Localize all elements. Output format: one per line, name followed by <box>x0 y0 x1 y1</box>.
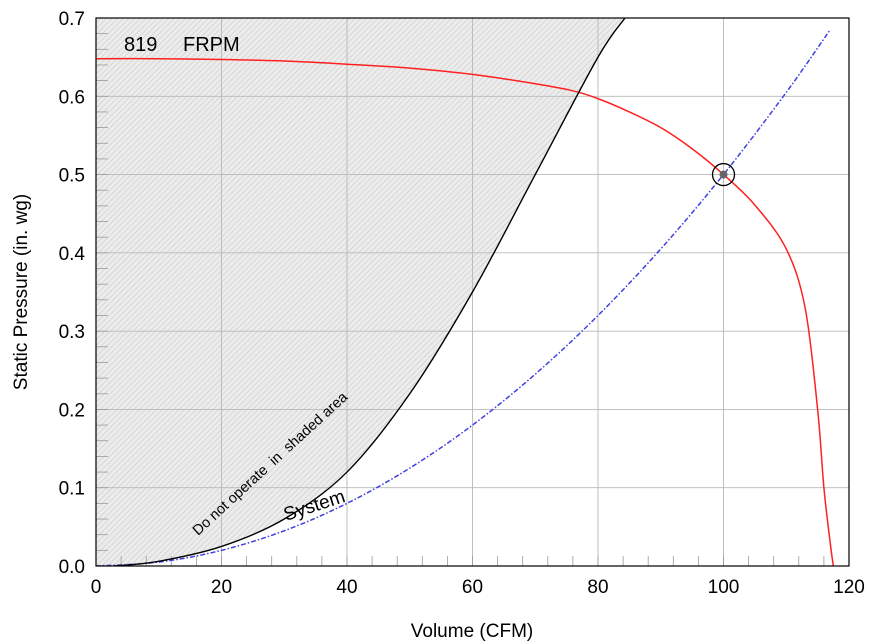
x-tick-label: 0 <box>91 577 102 598</box>
y-axis-tick-labels: 0.0 0.1 0.2 0.3 0.4 0.5 0.6 0.7 <box>59 9 86 578</box>
x-tick-label: 20 <box>211 577 232 598</box>
rpm-unit-label: FRPM <box>183 34 240 56</box>
x-tick-label: 100 <box>708 577 740 598</box>
operating-point-dot <box>719 170 728 179</box>
y-tick-label: 0.5 <box>59 166 85 187</box>
y-tick-label: 0.6 <box>59 87 85 108</box>
y-tick-label: 0.7 <box>59 9 85 30</box>
x-tick-label: 40 <box>336 577 357 598</box>
plot-area <box>95 17 850 567</box>
y-tick-label: 0.0 <box>59 557 85 578</box>
plot-frame <box>95 17 850 567</box>
y-tick-label: 0.3 <box>59 322 85 343</box>
rpm-value-label: 819 <box>124 34 157 56</box>
y-tick-label: 0.1 <box>59 479 85 500</box>
series-line-stall <box>114 18 626 566</box>
operating-point-marker <box>711 162 736 187</box>
y-tick-label: 0.2 <box>59 400 85 421</box>
series-layer <box>96 18 835 566</box>
y-axis-title: Static Pressure (in. wg) <box>11 194 32 390</box>
shaded-no-operate-region <box>96 18 625 566</box>
x-tick-label: 60 <box>462 577 483 598</box>
x-axis-title: Volume (CFM) <box>411 621 533 642</box>
x-tick-label: 80 <box>587 577 608 598</box>
x-tick-label: 120 <box>833 577 865 598</box>
operating-point-ring <box>711 162 736 187</box>
y-tick-label: 0.4 <box>59 244 86 265</box>
series-line-system <box>96 29 831 566</box>
series-line-fan <box>96 57 835 566</box>
x-axis-tick-labels: 0 20 40 60 80 100 120 <box>91 577 865 598</box>
